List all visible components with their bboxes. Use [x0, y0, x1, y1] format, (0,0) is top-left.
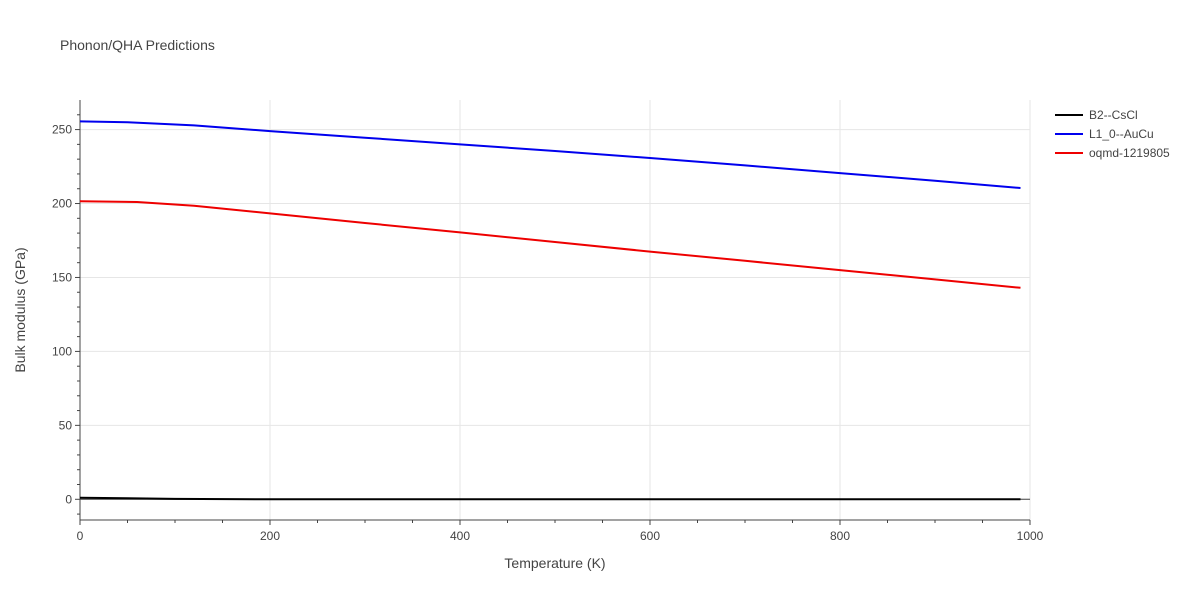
series-line-2: [79, 200, 1021, 289]
y-tick-label: 150: [52, 270, 72, 284]
y-axis-label: Bulk modulus (GPa): [12, 247, 28, 372]
axes: [79, 100, 1030, 521]
x-tick-label: 1000: [1017, 529, 1044, 543]
y-tick-label: 100: [52, 344, 72, 358]
x-tick-label: 0: [77, 529, 84, 543]
series-line-0: [79, 496, 1021, 501]
x-tick-label: 400: [450, 529, 470, 543]
y-tick-label: 0: [65, 492, 72, 506]
y-tick-label: 250: [52, 123, 72, 137]
series-group: [79, 120, 1021, 501]
grid: [80, 100, 1031, 520]
legend: B2--CsCl L1_0--AuCu oqmd-1219805: [1055, 108, 1170, 160]
legend-label: oqmd-1219805: [1089, 146, 1170, 160]
chart-title: Phonon/QHA Predictions: [60, 37, 215, 53]
y-tick-label: 200: [52, 197, 72, 211]
x-axis-label: Temperature (K): [504, 555, 605, 571]
legend-label: L1_0--AuCu: [1089, 127, 1154, 141]
series-line-1: [79, 120, 1021, 189]
x-ticks: 0 200 400 600 800 1000: [77, 520, 1044, 543]
y-ticks: 0 50 100 150 200 250: [52, 114, 80, 515]
x-tick-label: 800: [830, 529, 850, 543]
x-tick-label: 200: [260, 529, 280, 543]
y-tick-label: 50: [59, 418, 73, 432]
x-tick-label: 600: [640, 529, 660, 543]
legend-label: B2--CsCl: [1089, 108, 1138, 122]
